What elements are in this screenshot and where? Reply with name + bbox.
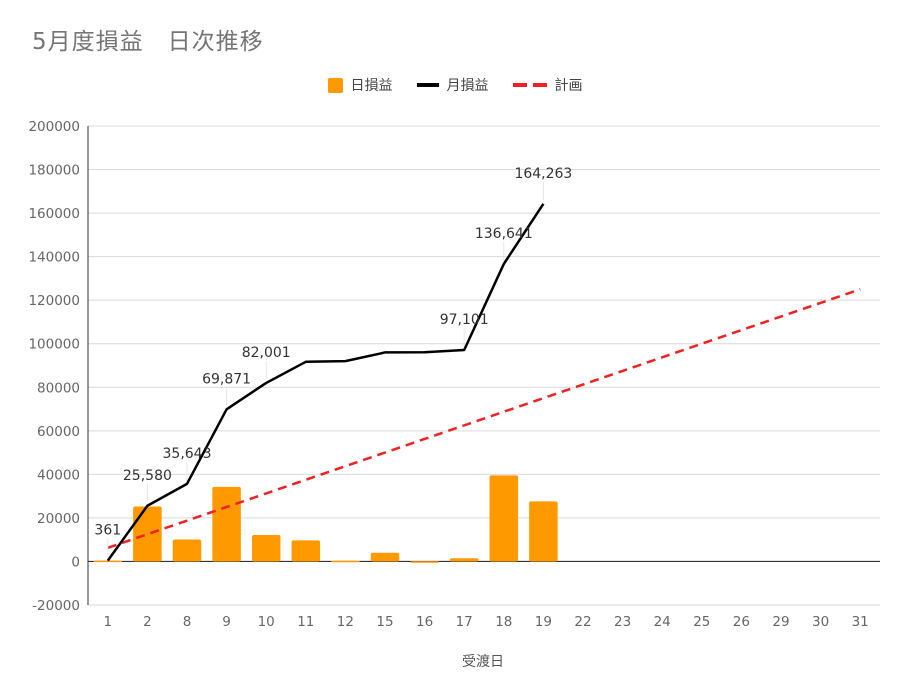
x-tick-label: 23: [614, 614, 631, 630]
x-tick-label: 30: [812, 614, 829, 630]
data-label-monthly: 82,001: [242, 345, 291, 361]
bar-daily: [331, 560, 360, 563]
legend: 日損益 月損益 計画: [0, 75, 910, 95]
x-axis-label: 受渡日: [462, 654, 504, 670]
x-tick-label: 19: [535, 614, 552, 630]
y-tick-label: 180000: [28, 163, 80, 179]
data-label-monthly: 136,641: [475, 226, 533, 242]
x-tick-label: 10: [258, 614, 275, 630]
bar-daily: [489, 475, 519, 562]
data-labels: 361 25,580 35,643 69,871 82,001 97,101 136,641…: [94, 166, 572, 557]
legend-label-daily: 日損益: [350, 78, 393, 94]
legend-label-plan: 計画: [554, 78, 583, 94]
legend-swatch-monthly: [416, 83, 439, 87]
x-tick-label: 24: [654, 614, 671, 630]
bar-daily: [529, 501, 558, 562]
x-tick-label: 9: [222, 614, 231, 630]
data-label-monthly: 97,101: [440, 312, 489, 328]
legend-item-plan[interactable]: 計画: [512, 75, 583, 95]
bar-daily: [449, 558, 479, 562]
grid: [88, 125, 880, 606]
line-monthly: [106, 203, 545, 562]
data-label-monthly: 69,871: [202, 371, 251, 387]
y-tick-label: 120000: [28, 293, 80, 309]
x-tick-label: 29: [772, 614, 789, 630]
x-tick-label: 2: [143, 614, 152, 630]
y-tick-label: 160000: [28, 206, 80, 222]
bar-daily: [172, 539, 202, 562]
bar-daily: [93, 560, 123, 563]
daily-bars: [93, 475, 558, 563]
y-tick-label: 140000: [28, 250, 80, 266]
x-tick-label: 22: [574, 614, 591, 630]
y-tick-label: 60000: [37, 424, 80, 440]
y-tick-label: 20000: [37, 511, 80, 527]
x-tick-label: 16: [416, 614, 433, 630]
legend-item-daily[interactable]: 日損益: [327, 75, 393, 95]
x-tick-label: 17: [456, 614, 473, 630]
x-tick-label: 15: [376, 614, 393, 630]
axes: -20000 0 20000 40000 60000 80000 100000 120000 1…: [28, 119, 868, 630]
legend-swatch-daily: [327, 77, 343, 93]
x-tick-label: 12: [337, 614, 354, 630]
x-tick-label: 31: [852, 614, 869, 630]
x-tick-label: 18: [495, 614, 512, 630]
bar-daily: [410, 561, 439, 563]
data-label-monthly: 361: [94, 523, 121, 539]
bar-daily: [370, 552, 400, 562]
x-tick-label: 11: [297, 614, 314, 630]
legend-label-monthly: 月損益: [446, 78, 489, 94]
bar-daily: [212, 486, 241, 562]
x-tick-label: 8: [183, 614, 192, 630]
y-tick-label: -20000: [32, 598, 80, 614]
y-tick-label: 100000: [28, 337, 80, 353]
legend-item-monthly[interactable]: 月損益: [416, 75, 489, 95]
bar-daily: [251, 535, 281, 562]
data-label-monthly: 164,263: [514, 166, 572, 182]
data-label-monthly: 25,580: [123, 468, 172, 484]
legend-swatch-plan: [512, 83, 547, 87]
y-tick-label: 40000: [37, 467, 80, 483]
x-tick-label: 1: [104, 614, 113, 630]
data-label-monthly: 35,643: [163, 446, 212, 462]
bar-daily: [291, 540, 321, 562]
line-plan: [107, 288, 861, 550]
chart-title: 5月度損益 日次推移: [32, 29, 264, 55]
y-tick-label: 80000: [37, 380, 80, 396]
x-tick-label: 26: [733, 614, 750, 630]
series-lines: [106, 203, 861, 562]
bar-daily: [133, 506, 162, 562]
y-tick-label: 0: [71, 554, 80, 570]
y-tick-label: 200000: [28, 119, 80, 135]
x-tick-label: 25: [693, 614, 710, 630]
